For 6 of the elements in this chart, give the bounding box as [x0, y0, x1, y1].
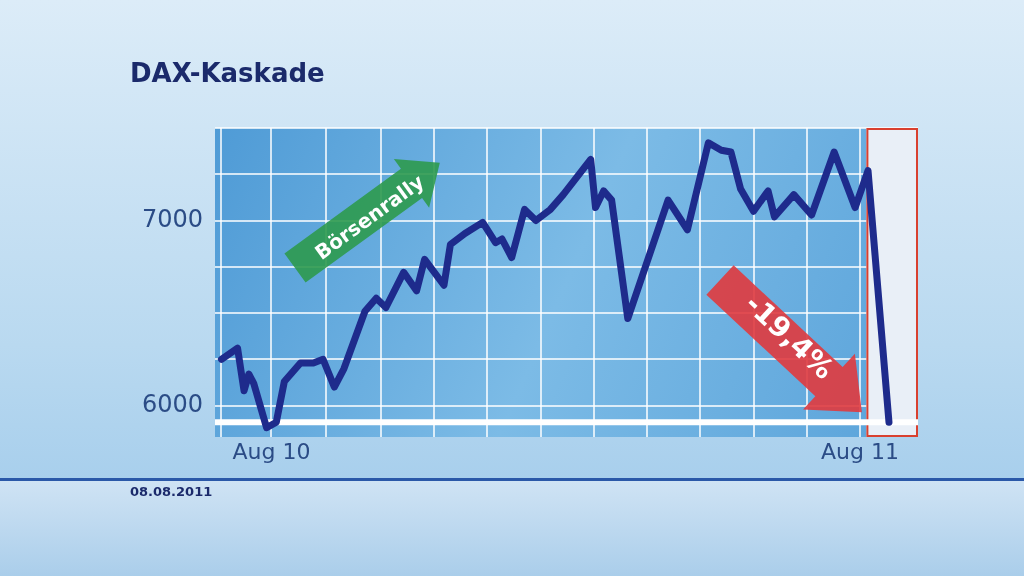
y-tick-label: 7000: [141, 204, 203, 233]
y-tick-label: 6000: [141, 389, 203, 418]
text: 08.08.2011: [130, 484, 213, 499]
chart-title: DAX-Kaskade: [130, 58, 325, 88]
x-tick-label: Aug 10: [232, 438, 311, 464]
x-tick-label: Aug 11: [820, 438, 899, 464]
